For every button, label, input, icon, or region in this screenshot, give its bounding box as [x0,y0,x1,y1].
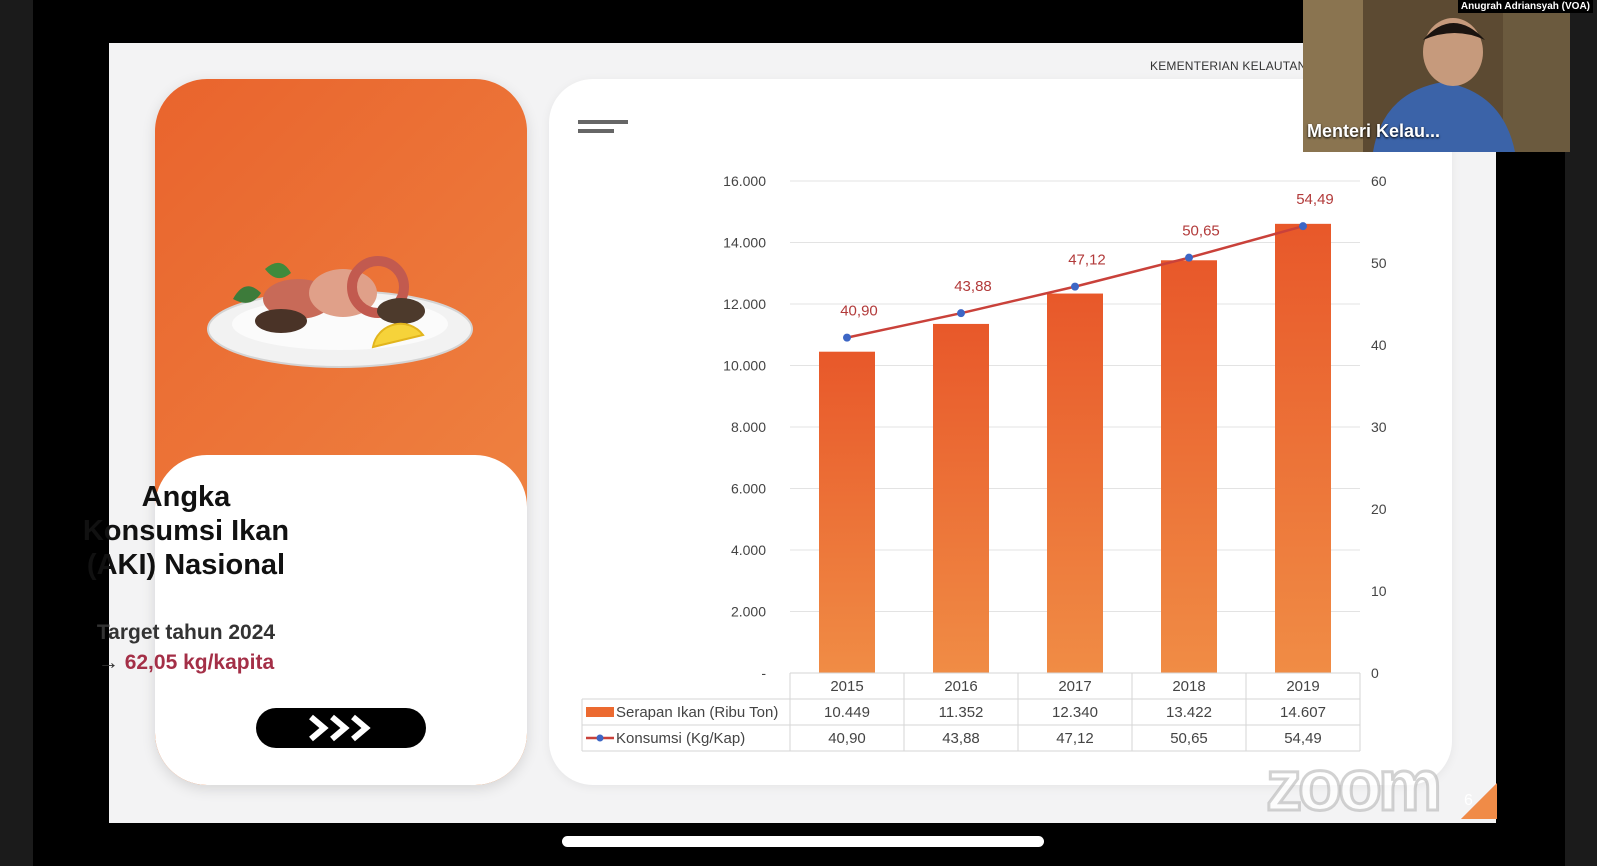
seafood-plate-image [207,256,473,368]
aki-title-line: (AKI) Nasional [86,549,286,581]
arrow-right-icon: → [97,651,119,674]
participant-video[interactable] [1303,0,1570,152]
participant-name: Menteri Kelau... [1307,121,1441,141]
chart-card [549,79,1452,785]
next-button[interactable] [256,708,426,748]
aki-card [155,79,527,785]
menu-icon[interactable] [578,120,628,138]
home-indicator[interactable] [562,836,1044,847]
aki-title-line: Angka [141,481,231,513]
target-value: 62,05 kg/kapita [124,651,275,674]
page-number: 6 [1464,792,1473,809]
participant-video-feed [1303,0,1570,152]
target-label: Target tahun 2024 [96,621,276,644]
aki-title: Angka Konsumsi Ikan (AKI) Nasional [0,480,372,582]
aki-title-line: Konsumsi Ikan [82,515,290,547]
photo-credit: Anugrah Adriansyah (VOA) [1457,0,1593,13]
ministry-label: KEMENTERIAN KELAUTAN [1150,59,1307,73]
target-block: Target tahun 2024 → 62,05 kg/kapita [0,618,372,678]
left-border [0,0,33,866]
triple-chevron-icon [309,714,371,742]
zoom-watermark: zoom [1265,745,1444,828]
right-border [1565,0,1597,866]
